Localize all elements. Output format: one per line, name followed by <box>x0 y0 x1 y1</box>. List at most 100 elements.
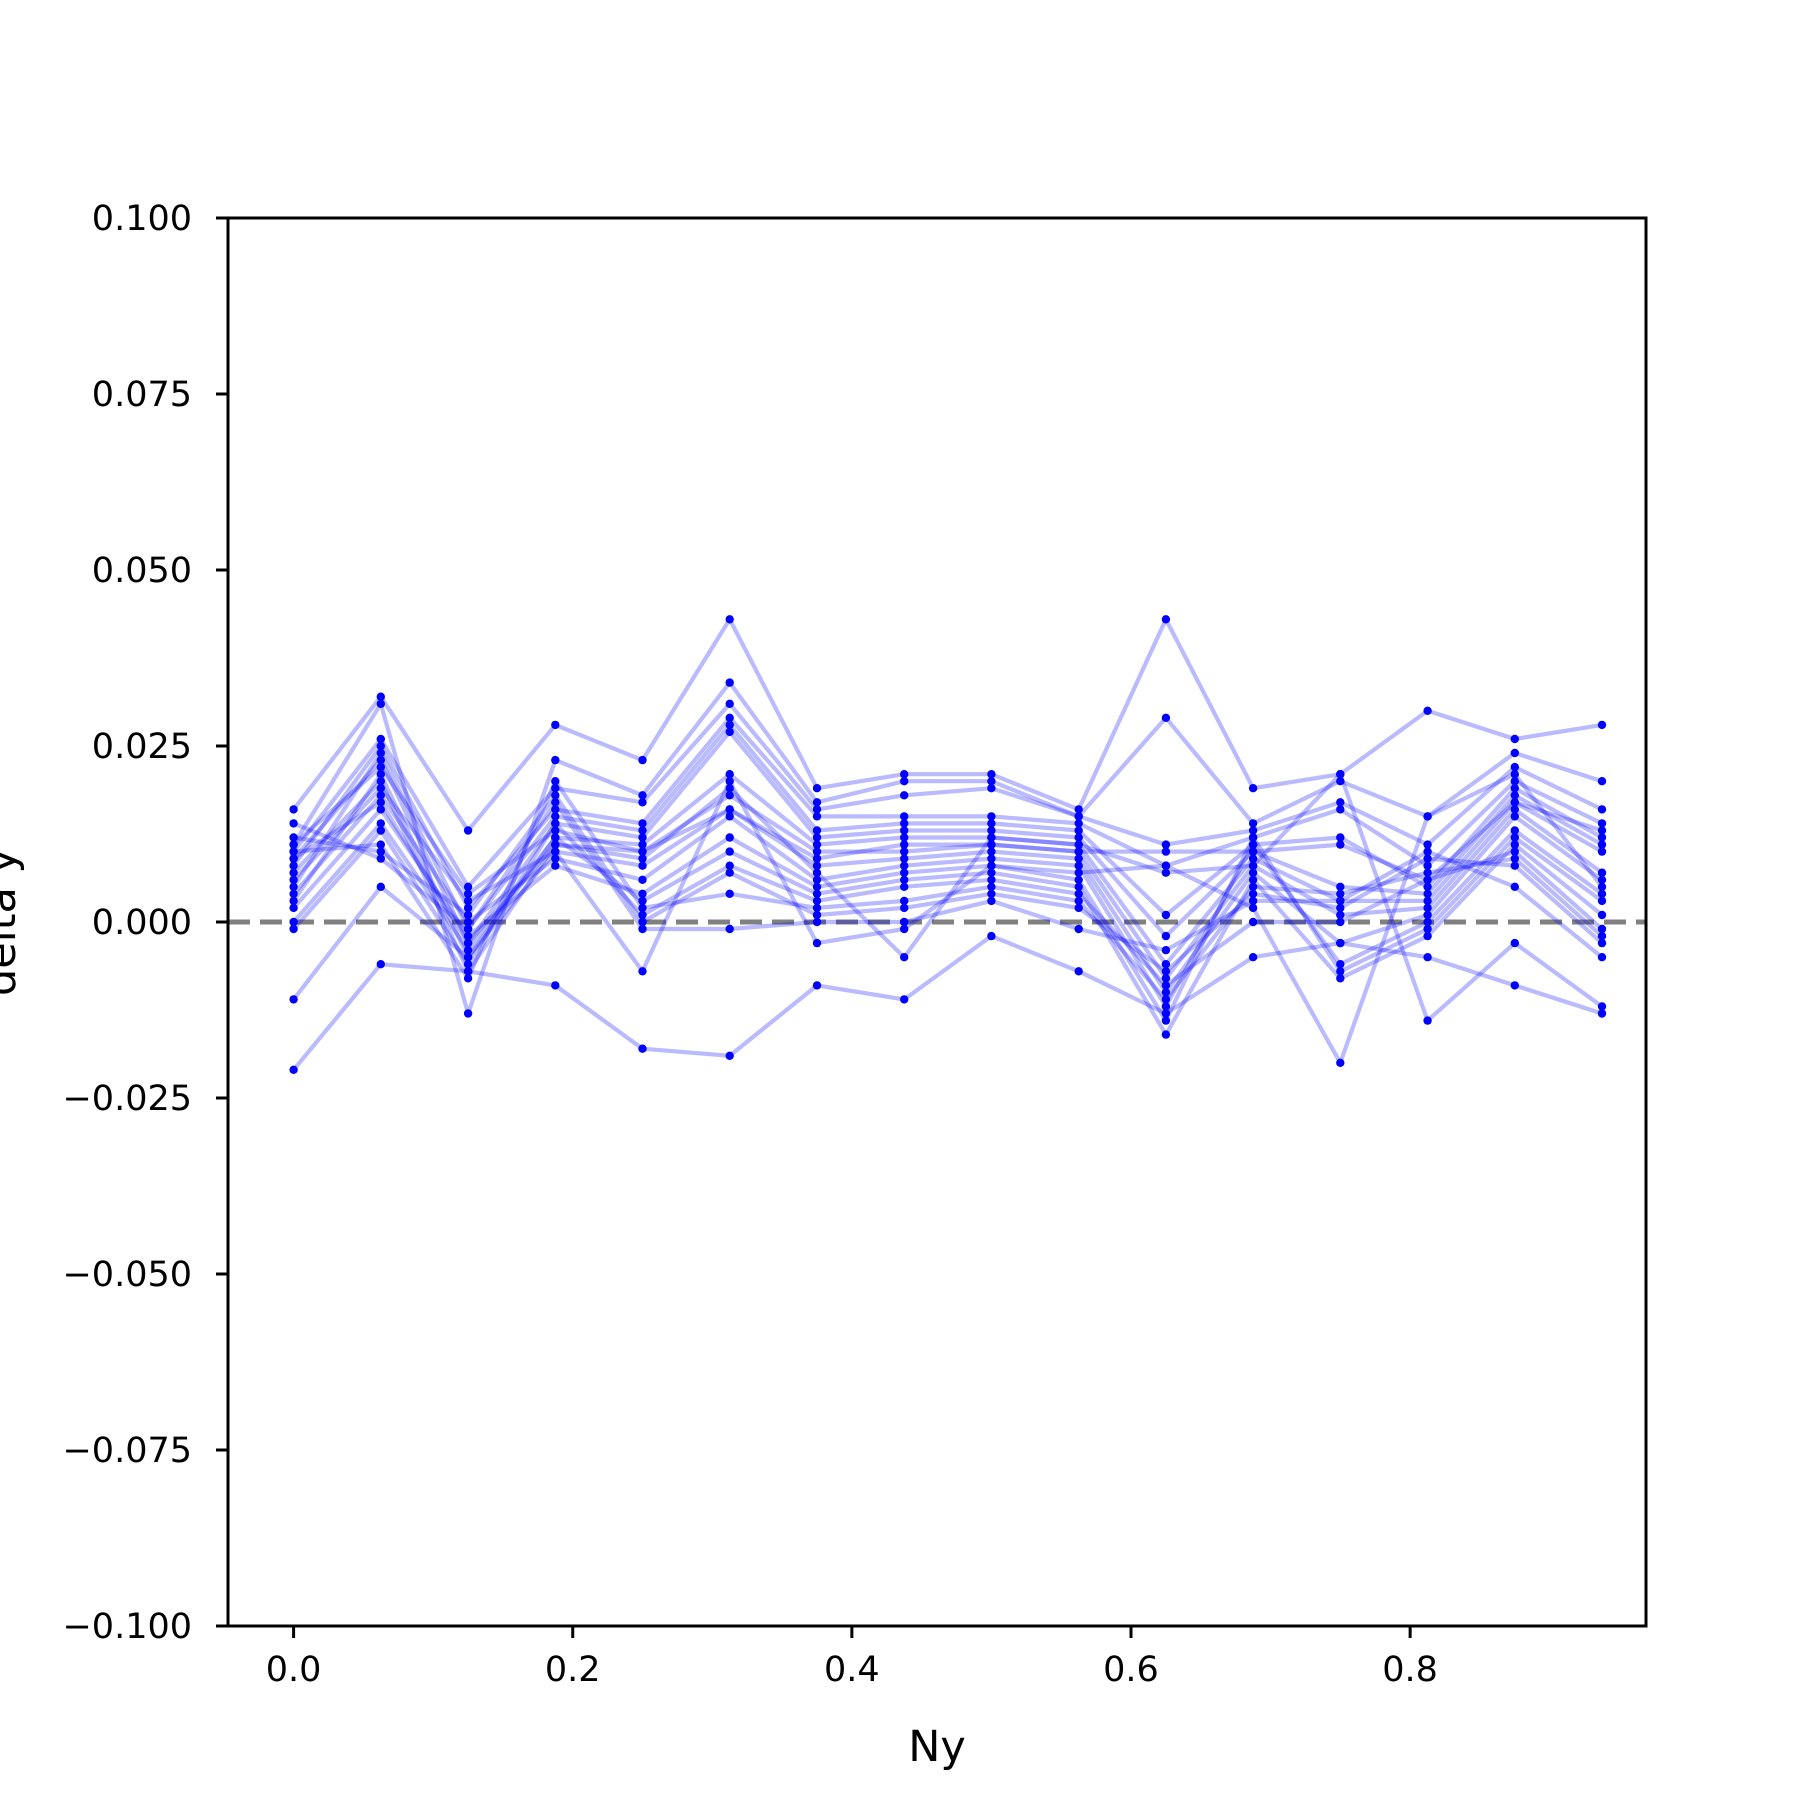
data-point <box>1423 847 1432 856</box>
data-point <box>1336 777 1345 786</box>
data-point <box>463 896 473 906</box>
data-point <box>812 903 822 913</box>
data-point <box>900 995 909 1004</box>
data-point <box>1248 854 1258 863</box>
data-point <box>1248 784 1258 793</box>
data-point <box>1336 903 1345 913</box>
series-line-15 <box>291 793 1605 974</box>
data-point <box>987 861 996 870</box>
data-point <box>1074 868 1083 877</box>
data-point <box>376 734 385 744</box>
data-point <box>638 1044 647 1053</box>
data-point <box>463 960 473 969</box>
series-line-6 <box>291 729 1605 946</box>
data-point <box>1161 868 1171 877</box>
x-tick-label: 0.4 <box>824 1650 880 1690</box>
data-point <box>1074 889 1083 898</box>
data-point <box>1248 917 1258 927</box>
data-point <box>1074 833 1083 842</box>
data-point <box>725 861 734 870</box>
data-point <box>1248 953 1258 962</box>
data-point <box>900 833 909 842</box>
data-point <box>987 826 996 835</box>
data-point <box>1510 882 1520 891</box>
series-line-17 <box>291 772 1605 1065</box>
series-line-8 <box>291 779 1605 981</box>
data-point <box>900 896 909 906</box>
data-point <box>638 847 647 856</box>
data-point <box>900 840 909 849</box>
data-point <box>638 854 647 863</box>
data-point <box>376 882 385 891</box>
data-point <box>1423 875 1432 884</box>
data-point <box>1336 840 1345 849</box>
data-point <box>900 777 909 786</box>
data-point <box>725 777 734 786</box>
data-point <box>987 819 996 828</box>
data-point <box>463 889 473 898</box>
data-point <box>551 812 560 821</box>
data-point <box>1510 784 1520 793</box>
data-point <box>1248 875 1258 884</box>
data-point <box>725 784 734 793</box>
data-point <box>551 981 560 990</box>
data-point <box>1510 798 1520 807</box>
data-point <box>463 953 473 962</box>
data-point <box>812 826 822 835</box>
data-point <box>987 889 996 898</box>
data-point <box>987 931 996 941</box>
data-point <box>1248 903 1258 913</box>
data-point <box>987 896 996 906</box>
data-point <box>1161 967 1171 976</box>
data-point <box>900 875 909 884</box>
data-point <box>900 854 909 863</box>
data-point <box>289 896 298 906</box>
data-point <box>812 861 822 870</box>
y-tick-label: −0.075 <box>62 1431 192 1471</box>
x-tick-label: 0.2 <box>545 1650 601 1690</box>
data-point <box>551 861 560 870</box>
data-point <box>1248 896 1258 906</box>
data-point <box>812 917 822 927</box>
x-axis-label: Ny <box>908 1722 966 1772</box>
data-point <box>987 833 996 842</box>
data-point <box>1161 615 1171 624</box>
data-point <box>1597 924 1607 934</box>
data-point <box>1248 882 1258 891</box>
data-point <box>1597 938 1607 948</box>
data-point <box>1510 833 1520 842</box>
data-point <box>1336 917 1345 927</box>
data-point <box>1161 988 1171 997</box>
data-point <box>289 995 298 1004</box>
data-point <box>1597 720 1607 730</box>
data-point <box>900 903 909 913</box>
data-point <box>1597 896 1607 906</box>
data-point <box>1597 777 1607 786</box>
data-point <box>289 847 298 856</box>
data-point <box>376 699 385 708</box>
data-point <box>289 889 298 898</box>
data-point <box>551 819 560 828</box>
data-point <box>638 819 647 828</box>
x-tick-label: 0.6 <box>1103 1650 1159 1690</box>
data-point <box>376 826 385 835</box>
data-point <box>551 720 560 730</box>
y-tick-label: −0.050 <box>62 1255 192 1295</box>
data-point <box>551 833 560 842</box>
data-point <box>725 727 734 737</box>
data-point <box>900 953 909 962</box>
data-point <box>1161 1009 1171 1018</box>
data-point <box>376 840 385 849</box>
data-point <box>289 833 298 842</box>
data-point <box>551 854 560 863</box>
y-tick-label: 0.000 <box>92 903 192 943</box>
data-point <box>812 812 822 821</box>
data-point <box>725 805 734 814</box>
data-point <box>1161 847 1171 856</box>
series-line-12 <box>291 821 1605 1037</box>
data-point <box>987 784 996 793</box>
data-point <box>725 720 734 730</box>
data-point <box>987 868 996 877</box>
data-point <box>1074 854 1083 863</box>
data-point <box>1248 889 1258 898</box>
